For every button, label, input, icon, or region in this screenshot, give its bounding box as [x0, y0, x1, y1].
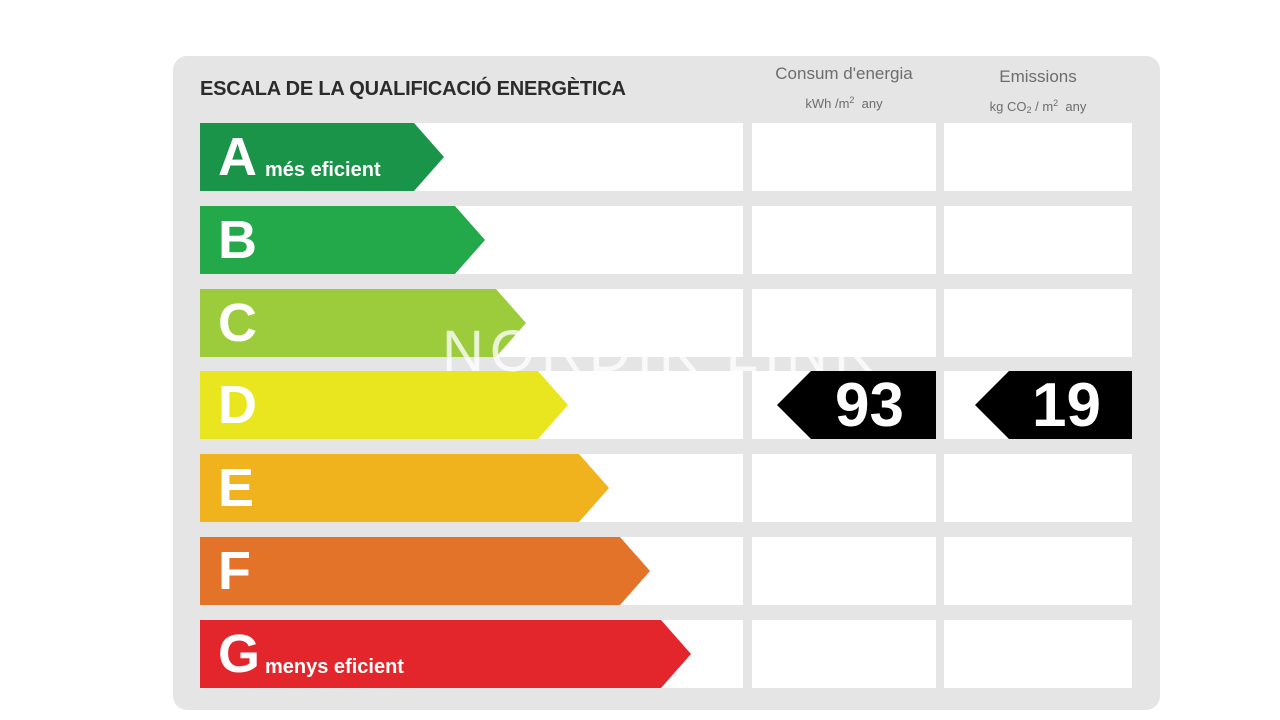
- rating-arrow-b: B: [200, 206, 485, 274]
- emissions-cell: [944, 206, 1132, 274]
- emissions-cell: [944, 123, 1132, 191]
- energy-cell: [752, 454, 936, 522]
- rating-arrow-a: A més eficient: [200, 123, 444, 191]
- arrow-shape: [200, 206, 485, 274]
- emissions-cell: [944, 537, 1132, 605]
- energy-column-label: Consum d'energia: [775, 64, 913, 83]
- class-letter: E: [218, 458, 255, 518]
- class-tag: més eficient: [265, 159, 381, 181]
- energy-cell: [752, 289, 936, 357]
- marker-arrow-shape: [975, 371, 1132, 439]
- energy-cell: [752, 206, 936, 274]
- energy-value-marker: 93: [777, 371, 936, 440]
- energy-column-unit: kWh /m2 any: [805, 95, 883, 111]
- emissions-cell: [944, 454, 1132, 522]
- rating-arrow-d: D: [200, 371, 568, 439]
- energy-cell: [752, 123, 936, 191]
- energy-column-header: Consum d'energia kWh /m2 any: [752, 64, 936, 114]
- arrow-shape: [200, 537, 650, 605]
- class-letter: D: [218, 375, 257, 435]
- class-letter: C: [218, 293, 257, 353]
- rating-row-b: B: [200, 206, 1132, 274]
- energy-cell: [752, 537, 936, 605]
- rating-row-e: E: [200, 454, 1132, 522]
- arrow-shape: [200, 289, 526, 357]
- arrow-shape: [200, 371, 568, 439]
- rating-arrow-g: G menys eficient: [200, 620, 691, 688]
- class-tag: menys eficient: [265, 656, 404, 678]
- watermark: NORDIK LINK: [442, 319, 879, 384]
- rating-arrow-e: E: [200, 454, 609, 522]
- energy-cell: [752, 620, 936, 688]
- emissions-column-header: Emissions kg CO2 / m2 any: [944, 67, 1132, 120]
- rating-row-c: C: [200, 289, 1132, 357]
- class-letter: A: [218, 127, 257, 187]
- class-letter: F: [218, 541, 251, 601]
- arrow-shape: [200, 620, 691, 688]
- rating-row-f: F: [200, 537, 1132, 605]
- emissions-cell: [944, 289, 1132, 357]
- rating-row-g: G menys eficient: [200, 620, 1132, 688]
- emissions-column-unit: kg CO2 / m2 any: [989, 98, 1087, 115]
- rating-arrow-f: F: [200, 537, 650, 605]
- class-letter: B: [218, 210, 257, 270]
- class-letter: G: [218, 624, 261, 684]
- arrow-shape: [200, 123, 444, 191]
- rating-row-d: D 93 19: [200, 371, 1132, 440]
- emissions-value: 19: [1032, 371, 1101, 440]
- emissions-cell: [944, 620, 1132, 688]
- page-title: ESCALA DE LA QUALIFICACIÓ ENERGÈTICA: [200, 78, 626, 100]
- marker-arrow-shape: [777, 371, 936, 439]
- rating-arrow-c: C: [200, 289, 526, 357]
- emissions-value-marker: 19: [975, 371, 1132, 440]
- emissions-column-label: Emissions: [999, 67, 1077, 86]
- arrow-shape: [200, 454, 609, 522]
- rating-row-a: A més eficient: [200, 123, 1132, 191]
- energy-value: 93: [835, 371, 904, 440]
